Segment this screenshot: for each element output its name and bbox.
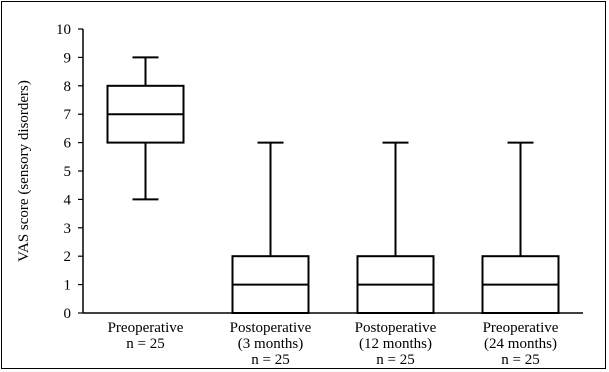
y-tick-label-4: 4 [64, 192, 72, 208]
box-1 [106, 56, 185, 201]
category-label-2-2: (3 months) [238, 336, 303, 352]
category-label-1-2: n = 25 [126, 336, 164, 352]
box-3 [356, 141, 435, 315]
y-tick-label-7: 7 [64, 107, 72, 123]
y-axis-title: VAS score (sensory disorders) [16, 80, 32, 262]
category-label-4-1: Preoperative [483, 320, 559, 336]
y-tick-label-8: 8 [64, 79, 72, 95]
axes: 0 1 2 3 4 5 6 7 8 9 10 VAS score (sensory disorders… [16, 22, 583, 322]
category-label-2-3: n = 25 [251, 352, 289, 368]
y-tick-label-3: 3 [64, 221, 72, 237]
box-2 [231, 141, 310, 315]
category-label-1-1: Preoperative [108, 320, 184, 336]
category-label-4-3: n = 25 [501, 352, 539, 368]
boxes [106, 56, 560, 315]
y-tick-label-9: 9 [64, 50, 72, 66]
y-tick-label-10: 10 [56, 22, 71, 38]
y-tick-label-0: 0 [64, 306, 72, 322]
category-label-3-2: (12 months) [359, 336, 432, 352]
box-4 [481, 141, 560, 315]
category-label-3-1: Postoperative [355, 320, 437, 336]
category-label-2-1: Postoperative [230, 320, 312, 336]
category-label-3-3: n = 25 [376, 352, 414, 368]
category-label-4-2: (24 months) [484, 336, 557, 352]
y-tick-label-5: 5 [64, 164, 72, 180]
y-tick-label-6: 6 [64, 136, 72, 152]
y-tick-label-1: 1 [64, 278, 72, 294]
y-tick-label-2: 2 [64, 249, 72, 265]
